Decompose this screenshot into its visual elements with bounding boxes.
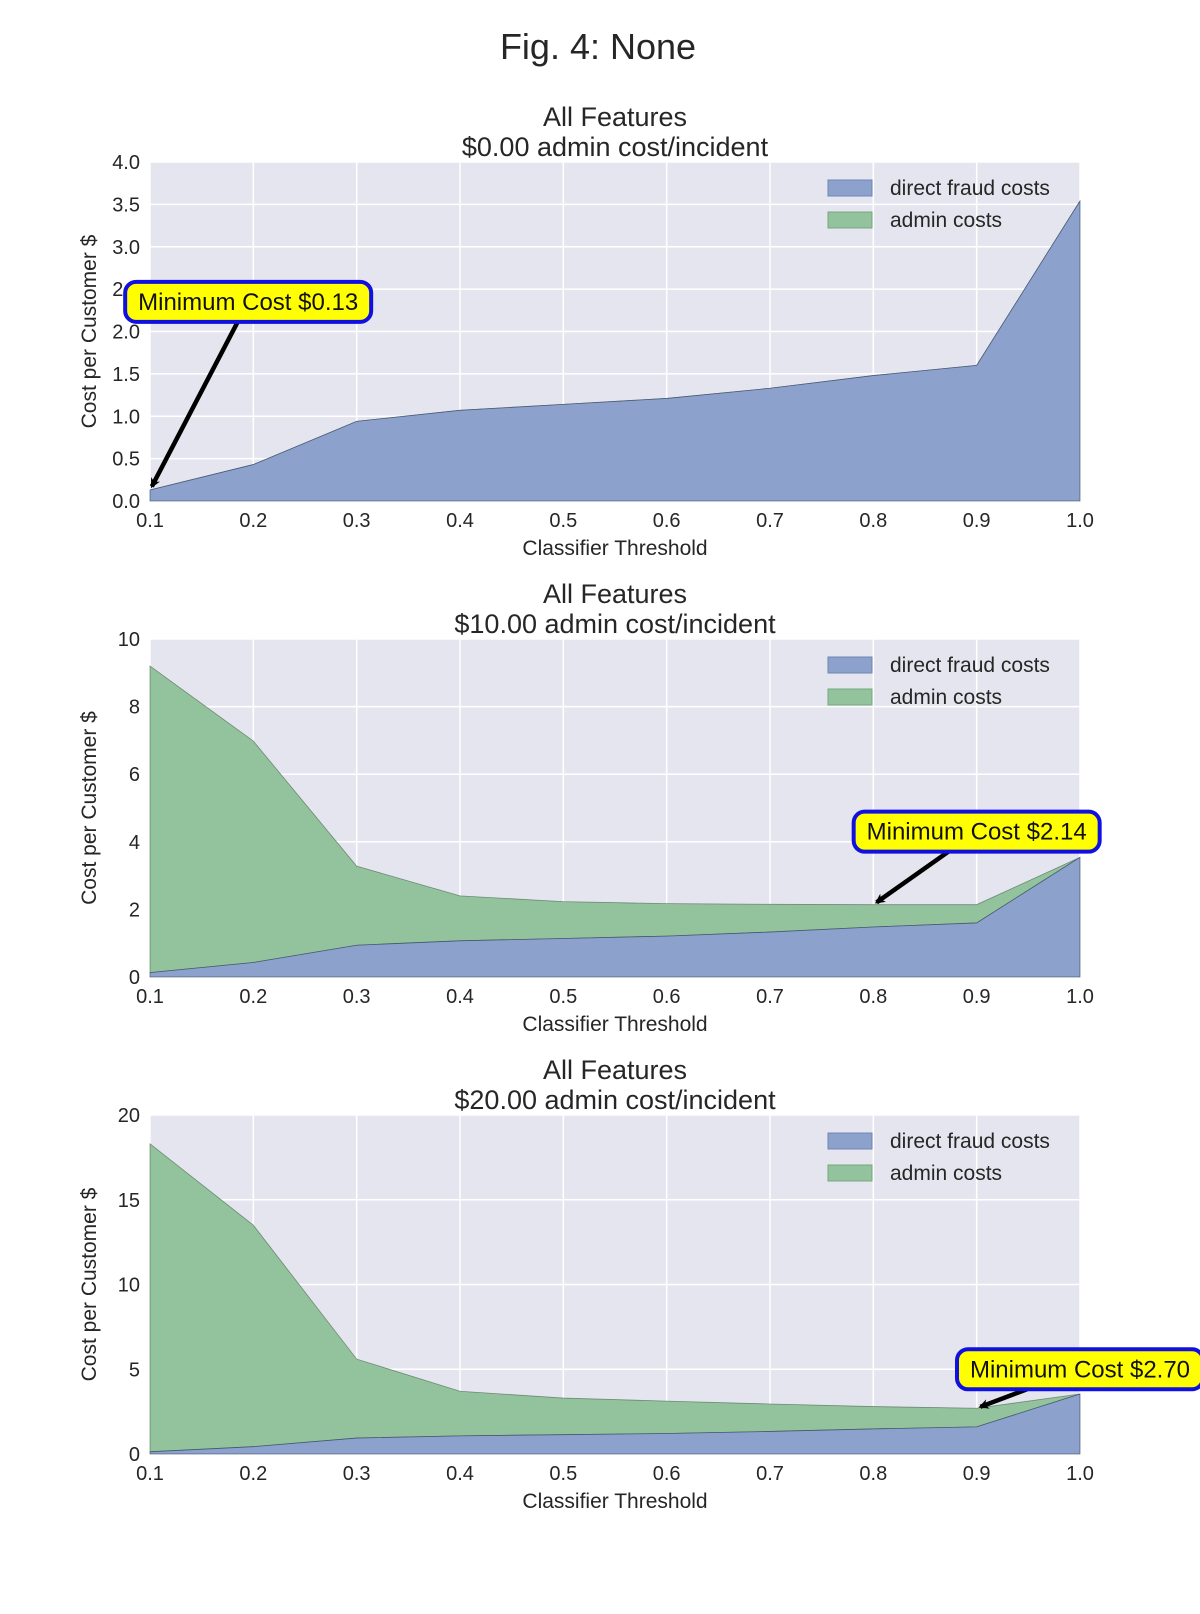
- area-direct-fraud-costs: [149, 1393, 1081, 1455]
- x-tick-label: 0.1: [136, 986, 164, 1008]
- x-axis-label: Classifier Threshold: [522, 537, 707, 560]
- annotation-text: Minimum Cost $2.70: [970, 1356, 1190, 1383]
- x-tick-label: 1.0: [1066, 510, 1094, 532]
- chart-subtitle: $0.00 admin cost/incident: [462, 132, 769, 162]
- x-tick-label: 0.9: [963, 986, 991, 1008]
- x-tick-label: 0.6: [653, 1463, 681, 1485]
- x-tick-label: 1.0: [1066, 986, 1094, 1008]
- annotation-box: [851, 809, 1102, 854]
- annotation-arrow: [978, 1387, 1028, 1409]
- annotation-text: Minimum Cost $2.14: [867, 819, 1087, 846]
- legend-swatch-direct: [827, 656, 873, 674]
- y-axis-label: Cost per Customer $: [78, 711, 101, 905]
- chart-panel-1: 0.1 0.2 0.3 0.4 0.5 0.6 0.7 0.8 0.9 1.0 0.0 0.5 1.0 1…: [78, 102, 1094, 560]
- x-axis-label: Classifier Threshold: [522, 1013, 707, 1036]
- y-tick-label: 5: [129, 1359, 140, 1381]
- y-tick-label: 3.5: [112, 194, 140, 216]
- x-tick-label: 0.4: [446, 986, 474, 1008]
- y-tick-label: 0.5: [112, 449, 140, 471]
- x-tick-label: 0.8: [859, 986, 887, 1008]
- legend-label-direct: direct fraud costs: [890, 654, 1050, 677]
- area-direct-fraud-costs: [149, 199, 1081, 502]
- x-tick-label: 0.4: [446, 510, 474, 532]
- legend-swatch-admin: [827, 688, 873, 706]
- legend-label-admin: admin costs: [890, 1162, 1002, 1185]
- annotation-box: [123, 279, 374, 324]
- x-tick-label: 1.0: [1066, 1463, 1094, 1485]
- y-tick-label: 0.0: [112, 491, 140, 513]
- x-tick-label: 0.3: [343, 1463, 371, 1485]
- y-tick-label: 8: [129, 697, 140, 719]
- x-tick-label: 0.5: [549, 1463, 577, 1485]
- y-tick-label: 10: [118, 629, 140, 651]
- legend-swatch-direct: [827, 1132, 873, 1150]
- legend-swatch-direct: [827, 179, 873, 197]
- x-tick-label: 0.2: [239, 986, 267, 1008]
- x-tick-label: 0.7: [756, 1463, 784, 1485]
- y-tick-label: 2: [129, 899, 140, 921]
- chart-panel-2: 0.1 0.2 0.3 0.4 0.5 0.6 0.7 0.8 0.9 1.0 0 2 4 6 8 10 Cla…: [78, 579, 1102, 1036]
- chart-title: All Features: [543, 579, 687, 609]
- x-axis-label: Classifier Threshold: [522, 1490, 707, 1513]
- y-tick-label: 0: [129, 967, 140, 989]
- x-tick-label: 0.8: [859, 510, 887, 532]
- y-tick-label: 1.5: [112, 364, 140, 386]
- y-tick-label: 4: [129, 832, 140, 854]
- y-tick-label: 4.0: [112, 152, 140, 174]
- legend-label-admin: admin costs: [890, 209, 1002, 232]
- x-tick-label: 0.1: [136, 510, 164, 532]
- x-tick-label: 0.3: [343, 510, 371, 532]
- x-tick-label: 0.2: [239, 1463, 267, 1485]
- y-tick-label: 3.0: [112, 237, 140, 259]
- figure-title: Fig. 4: None: [500, 26, 696, 67]
- y-axis-label: Cost per Customer $: [78, 234, 101, 428]
- legend-label-direct: direct fraud costs: [890, 177, 1050, 200]
- x-tick-label: 0.7: [756, 510, 784, 532]
- x-tick-label: 0.9: [963, 1463, 991, 1485]
- x-tick-label: 0.8: [859, 1463, 887, 1485]
- legend-swatch-admin: [827, 1164, 873, 1182]
- y-tick-label: 1.0: [112, 406, 140, 428]
- y-tick-label: 0: [129, 1444, 140, 1466]
- y-tick-label: 6: [129, 764, 140, 786]
- chart-title: All Features: [543, 102, 687, 132]
- chart-subtitle: $10.00 admin cost/incident: [454, 609, 776, 639]
- y-axis-label: Cost per Customer $: [78, 1187, 101, 1381]
- y-tick-label: 2.0: [112, 322, 140, 344]
- annotation-arrow: [874, 849, 950, 905]
- legend-swatch-admin: [827, 211, 873, 229]
- y-tick-label: 20: [118, 1105, 140, 1127]
- legend-label-direct: direct fraud costs: [890, 1130, 1050, 1153]
- legend-label-admin: admin costs: [890, 686, 1002, 709]
- chart-title: All Features: [543, 1055, 687, 1085]
- x-tick-label: 0.6: [653, 510, 681, 532]
- area-direct-fraud-costs: [149, 856, 1081, 978]
- x-tick-label: 0.6: [653, 986, 681, 1008]
- x-tick-label: 0.5: [549, 986, 577, 1008]
- chart-panel-3: 0.1 0.2 0.3 0.4 0.5 0.6 0.7 0.8 0.9 1.0 0 5 10 15 20 Cl…: [78, 1055, 1200, 1513]
- annotation-text: Minimum Cost $0.13: [138, 289, 358, 316]
- chart-subtitle: $20.00 admin cost/incident: [454, 1085, 776, 1115]
- x-tick-label: 0.3: [343, 986, 371, 1008]
- x-tick-label: 0.1: [136, 1463, 164, 1485]
- x-tick-label: 0.7: [756, 986, 784, 1008]
- annotation-box: [955, 1347, 1200, 1392]
- y-tick-label: 10: [118, 1275, 140, 1297]
- x-tick-label: 0.9: [963, 510, 991, 532]
- x-tick-label: 0.4: [446, 1463, 474, 1485]
- y-tick-label: 15: [118, 1190, 140, 1212]
- x-tick-label: 0.2: [239, 510, 267, 532]
- x-tick-label: 0.5: [549, 510, 577, 532]
- annotation-arrow: [149, 320, 240, 489]
